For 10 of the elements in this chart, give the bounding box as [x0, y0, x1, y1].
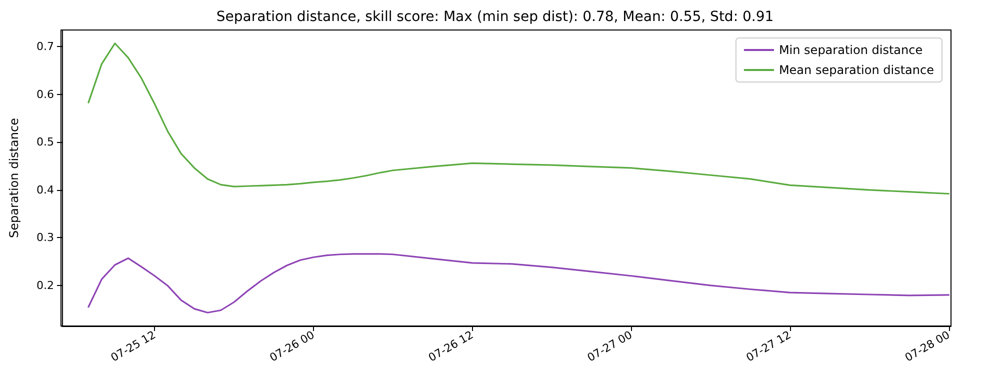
- y-tick-label: 0.3: [36, 231, 54, 244]
- y-tick-label: 0.4: [36, 183, 54, 196]
- legend-label: Mean separation distance: [778, 63, 934, 77]
- chart-title: Separation distance, skill score: Max (min sep dist): 0.78, Mean: 0.55, Std: 0.91: [216, 9, 774, 25]
- legend-label: Min separation distance: [778, 43, 923, 57]
- y-tick-label: 0.5: [36, 136, 54, 149]
- y-tick-label: 0.7: [36, 40, 54, 54]
- y-axis-title: Separation distance: [7, 118, 21, 238]
- y-tick-label: 0.6: [36, 88, 54, 101]
- y-tick-label: 0.2: [36, 278, 54, 292]
